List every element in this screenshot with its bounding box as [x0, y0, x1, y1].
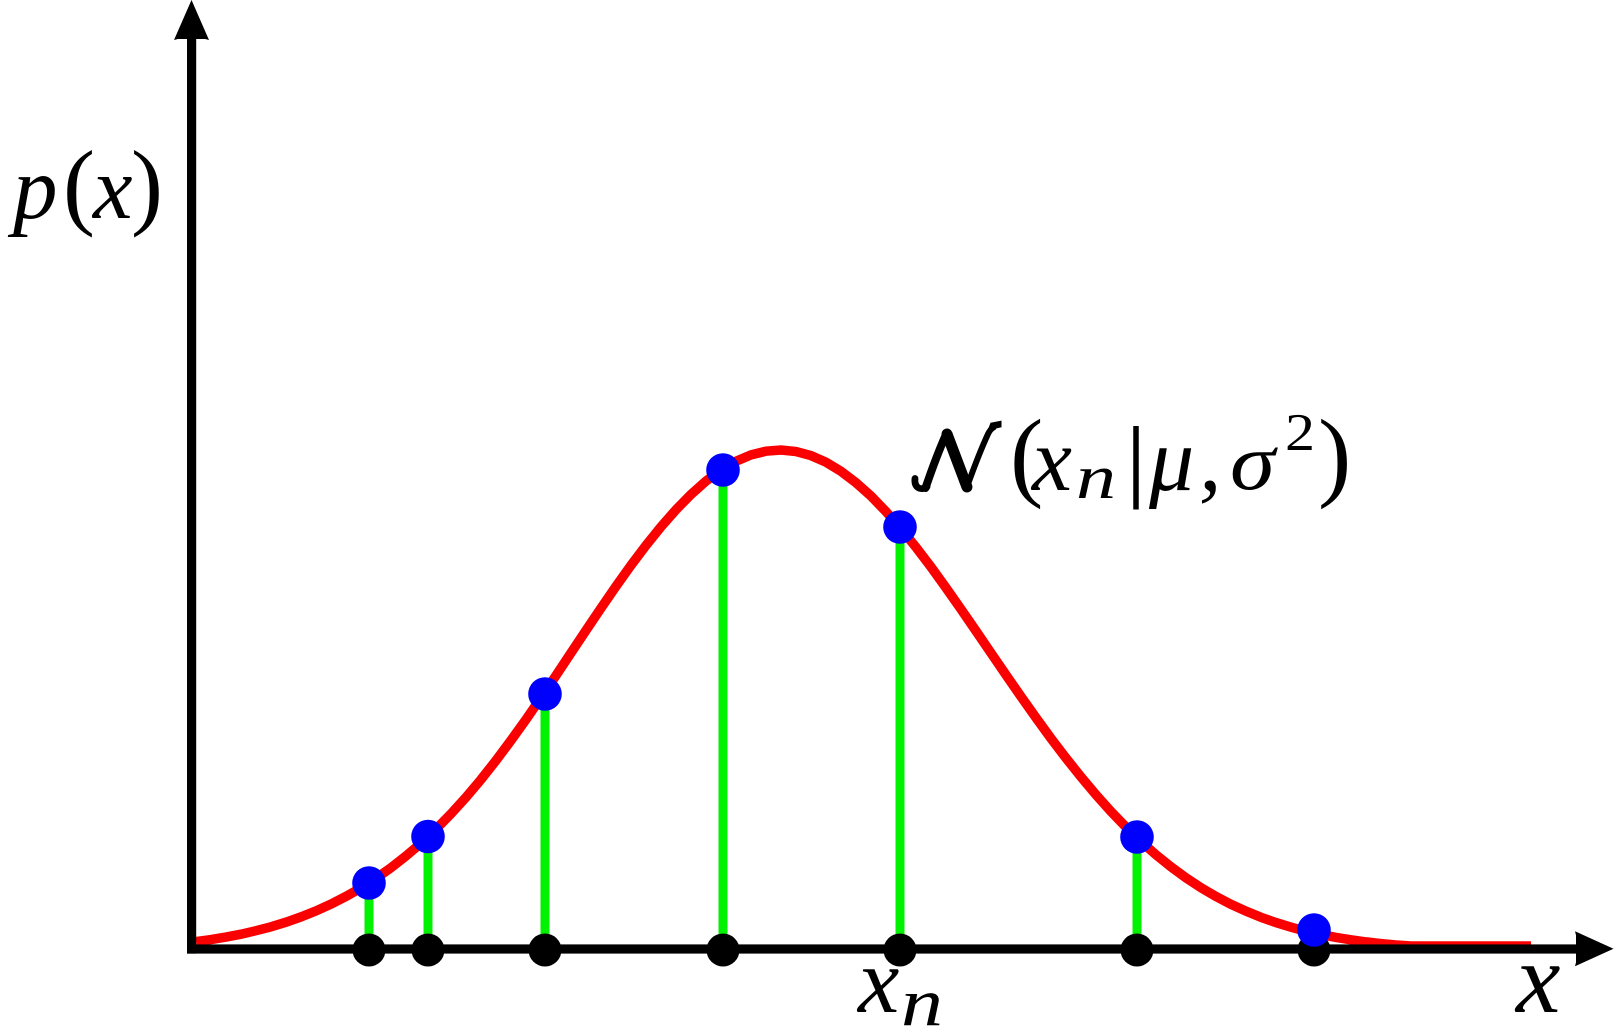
svg-text:n: n	[901, 964, 943, 1033]
svg-text:x: x	[1514, 923, 1560, 1033]
svg-text:): )	[1318, 399, 1351, 510]
svg-text:σ: σ	[1230, 419, 1278, 507]
svg-text:(: (	[1010, 399, 1043, 510]
svg-text:x: x	[856, 930, 899, 1033]
svg-text:p: p	[7, 140, 58, 238]
svg-text:μ: μ	[1148, 411, 1194, 510]
svg-text:2: 2	[1285, 404, 1315, 462]
svg-text:(: (	[63, 131, 95, 238]
svg-text:x: x	[91, 140, 133, 238]
svg-text:): )	[131, 131, 163, 238]
svg-text:n: n	[1076, 444, 1116, 512]
svg-text:x: x	[1030, 411, 1072, 510]
svg-text:,: ,	[1199, 411, 1222, 510]
